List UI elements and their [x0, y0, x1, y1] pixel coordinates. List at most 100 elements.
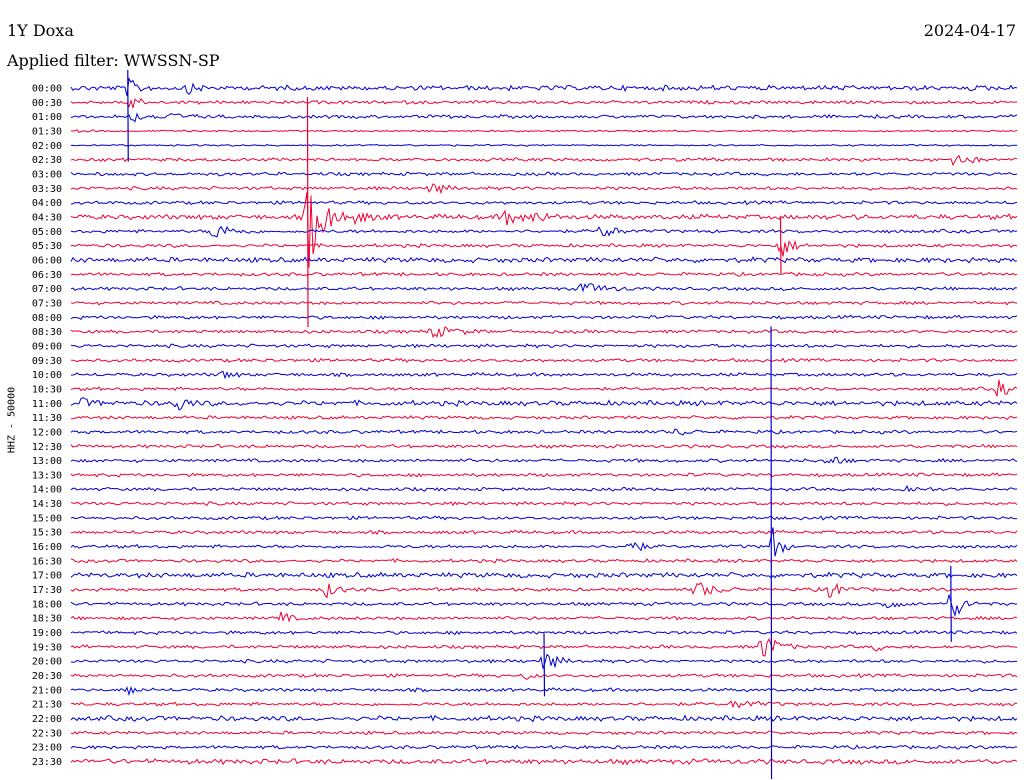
- row-time-label: 14:00: [32, 485, 62, 496]
- row-time-label: 20:30: [32, 671, 62, 682]
- trace-row-1200: [70, 428, 1018, 436]
- event-spike: [779, 217, 782, 274]
- event-spike: [770, 326, 773, 780]
- trace-row-1500: [70, 515, 1018, 521]
- row-time-label: 01:00: [32, 112, 62, 123]
- row-time-label: 05:00: [32, 227, 62, 238]
- row-time-label: 07:00: [32, 284, 62, 295]
- row-time-label: 11:00: [32, 399, 62, 410]
- trace-row-1030: [70, 379, 1018, 397]
- row-time-label: 22:00: [32, 714, 62, 725]
- trace-row-1830: [70, 611, 1018, 623]
- trace-row-1330: [70, 472, 1018, 478]
- trace-row-0230: [70, 154, 1018, 167]
- row-time-label: 04:00: [32, 198, 62, 209]
- trace-row-0100: [70, 112, 1018, 123]
- row-time-label: 03:00: [32, 169, 62, 180]
- filter-label: Applied filter: WWSSN-SP: [7, 51, 220, 70]
- row-time-label: 12:30: [32, 442, 62, 453]
- trace-row-1130: [70, 414, 1018, 421]
- row-time-label: 14:30: [32, 499, 62, 510]
- trace-row-1530: [70, 529, 1018, 535]
- trace-row-1600: [70, 527, 1018, 557]
- row-time-label: 00:30: [32, 98, 62, 109]
- event-spike: [950, 565, 952, 642]
- row-time-label: 21:30: [32, 700, 62, 711]
- row-time-label: 15:30: [32, 528, 62, 539]
- trace-row-2230: [70, 730, 1018, 736]
- trace-row-1700: [70, 571, 1018, 579]
- row-time-label: 08:00: [32, 313, 62, 324]
- row-time-label: 06:00: [32, 255, 62, 266]
- row-time-label: 23:30: [32, 757, 62, 768]
- record-date: 2024-04-17: [923, 21, 1016, 40]
- row-time-label: 09:00: [32, 341, 62, 352]
- row-time-label: 11:30: [32, 413, 62, 424]
- trace-row-1730: [70, 582, 1018, 599]
- row-time-label: 13:30: [32, 470, 62, 481]
- station-name: 1Y Doxa: [7, 21, 74, 40]
- trace-row-1900: [70, 629, 1018, 636]
- trace-row-0200: [70, 143, 1018, 147]
- row-time-label: 08:30: [32, 327, 62, 338]
- trace-row-1430: [70, 500, 1018, 507]
- row-time-label: 19:00: [32, 628, 62, 639]
- trace-row-2130: [70, 700, 1018, 709]
- row-labels: 00:00 00:30 01:00 01:30 02:00 02:30 03:00 03:30…: [32, 84, 62, 769]
- trace-row-0130: [70, 129, 1018, 134]
- row-time-label: 21:00: [32, 685, 62, 696]
- trace-row-2200: [70, 714, 1018, 723]
- row-time-label: 00:00: [32, 84, 62, 95]
- trace-row-0800: [70, 314, 1018, 320]
- row-time-label: 06:30: [32, 270, 62, 281]
- row-time-label: 20:00: [32, 657, 62, 668]
- row-time-label: 18:30: [32, 614, 62, 625]
- row-time-label: 07:30: [32, 298, 62, 309]
- row-time-label: 16:30: [32, 556, 62, 567]
- trace-row-2330: [70, 758, 1018, 766]
- trace-row-0330: [70, 183, 1018, 195]
- row-time-label: 15:00: [32, 513, 62, 524]
- row-time-label: 22:30: [32, 728, 62, 739]
- trace-row-0900: [70, 343, 1018, 349]
- trace-row-1800: [70, 594, 1017, 618]
- trace-row-0300: [70, 171, 1018, 177]
- row-time-label: 10:00: [32, 370, 62, 381]
- trace-row-1630: [70, 558, 1018, 564]
- trace-row-1400: [70, 484, 1018, 493]
- event-spike: [306, 96, 309, 327]
- trace-row-0500: [70, 225, 1018, 238]
- trace-row-1100: [70, 397, 1018, 411]
- trace-row-0400: [70, 200, 1018, 206]
- trace-row-1230: [70, 443, 1018, 449]
- trace-row-0000: [70, 77, 1018, 97]
- row-time-label: 01:30: [32, 126, 62, 137]
- row-time-label: 05:30: [32, 241, 62, 252]
- row-time-label: 04:30: [32, 212, 62, 223]
- trace-row-0930: [70, 357, 1018, 363]
- trace-row-0030: [70, 98, 1018, 109]
- trace-row-0530: [70, 239, 1018, 257]
- trace-row-0730: [70, 300, 1018, 306]
- row-time-label: 18:00: [32, 599, 62, 610]
- row-time-label: 23:00: [32, 743, 62, 754]
- row-time-label: 16:00: [32, 542, 62, 553]
- row-time-label: 10:30: [32, 384, 62, 395]
- event-spike: [543, 633, 546, 697]
- trace-row-0830: [70, 326, 1018, 339]
- row-time-label: 12:00: [32, 427, 62, 438]
- trace-row-0700: [70, 283, 1018, 293]
- row-time-label: 02:00: [32, 141, 62, 152]
- trace-row-0600: [70, 256, 1018, 264]
- trace-row-0430: [70, 191, 1018, 268]
- row-time-label: 17:30: [32, 585, 62, 596]
- row-time-label: 17:00: [32, 571, 62, 582]
- row-time-label: 09:30: [32, 356, 62, 367]
- row-time-label: 02:30: [32, 155, 62, 166]
- trace-row-1300: [70, 456, 1018, 464]
- trace-row-0630: [70, 271, 1018, 277]
- row-time-label: 03:30: [32, 184, 62, 195]
- trace-row-2300: [70, 744, 1017, 750]
- row-time-label: 19:30: [32, 642, 62, 653]
